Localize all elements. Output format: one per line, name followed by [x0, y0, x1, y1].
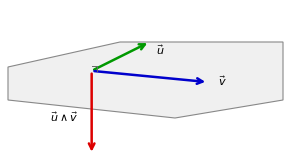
Text: $\vec{v}$: $\vec{v}$ — [218, 74, 226, 88]
Text: $\vec{u}\wedge\vec{v}$: $\vec{u}\wedge\vec{v}$ — [49, 110, 78, 124]
Text: $\vec{u}$: $\vec{u}$ — [155, 43, 164, 57]
Polygon shape — [8, 42, 283, 118]
